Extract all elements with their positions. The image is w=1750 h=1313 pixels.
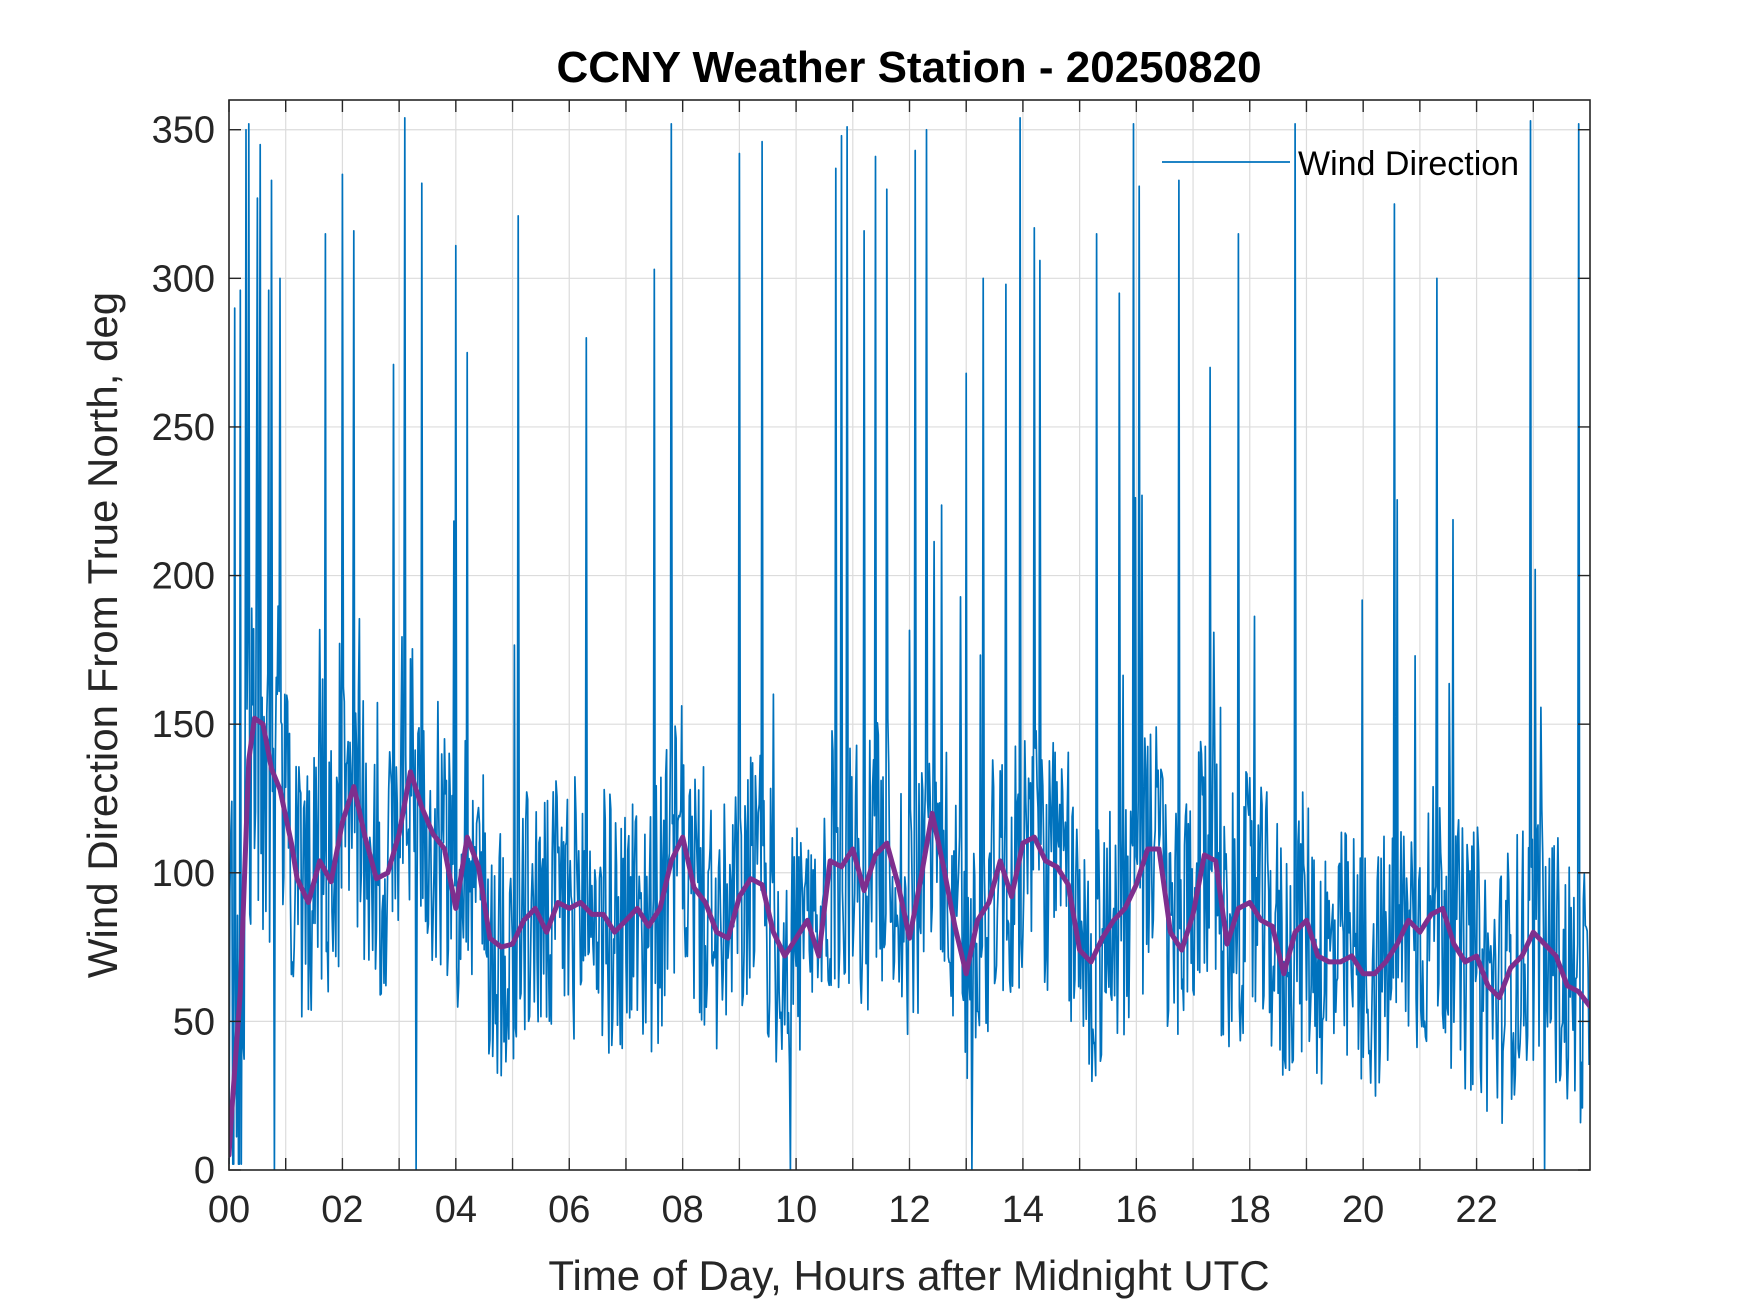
chart-title: CCNY Weather Station - 20250820 xyxy=(556,43,1261,92)
legend-label-wind-direction: Wind Direction xyxy=(1298,145,1519,183)
legend: Wind Direction xyxy=(1162,145,1519,183)
y-tick-label: 0 xyxy=(194,1150,215,1192)
y-tick-label: 250 xyxy=(152,407,215,449)
x-tick-label: 12 xyxy=(888,1189,930,1231)
x-tick-label: 14 xyxy=(1002,1189,1044,1231)
y-axis-label: Wind Direction From True North, deg xyxy=(79,292,126,978)
x-tick-label: 06 xyxy=(548,1189,590,1231)
x-tick-label: 20 xyxy=(1342,1189,1384,1231)
y-tick-label: 150 xyxy=(152,704,215,746)
series-line-running-mean xyxy=(229,715,1590,1158)
y-tick-label: 50 xyxy=(173,1001,215,1043)
x-tick-label: 22 xyxy=(1455,1189,1497,1231)
x-tick-label: 18 xyxy=(1229,1189,1271,1231)
x-tick-label: 00 xyxy=(208,1189,250,1231)
x-tick-label: 04 xyxy=(435,1189,477,1231)
x-axis-label: Time of Day, Hours after Midnight UTC xyxy=(548,1252,1269,1299)
y-axis-ticks: 0 50 100 150 200 250 300 350 xyxy=(152,110,1590,1192)
y-tick-label: 100 xyxy=(152,853,215,895)
x-tick-label: 08 xyxy=(662,1189,704,1231)
y-tick-label: 200 xyxy=(152,556,215,598)
y-tick-label: 300 xyxy=(152,258,215,300)
y-tick-label: 350 xyxy=(152,110,215,152)
x-tick-label: 16 xyxy=(1115,1189,1157,1231)
series-line-wind-direction xyxy=(229,116,1590,1170)
x-tick-label: 10 xyxy=(775,1189,817,1231)
x-tick-label: 02 xyxy=(321,1189,363,1231)
plot-area xyxy=(229,116,1590,1170)
x-axis-ticks: 00 02 04 06 08 10 12 14 16 18 20 22 xyxy=(208,100,1534,1231)
